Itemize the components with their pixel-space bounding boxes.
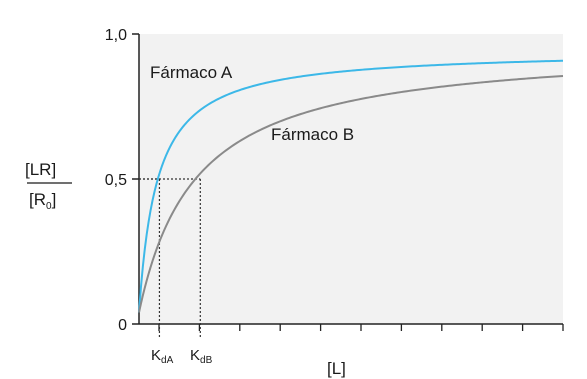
y-ticks: 0 0,5 1,0 <box>105 27 139 334</box>
series-label-b: Fármaco B <box>271 125 354 144</box>
kd-label-b-main: K <box>190 347 200 364</box>
kd-label-a-main: K <box>151 347 161 364</box>
series-label-a: Fármaco A <box>150 63 233 82</box>
kd-label-a: KdA <box>151 347 174 366</box>
y-axis-label-den-main: [R <box>29 190 46 209</box>
series-line-1 <box>138 74 564 313</box>
x-ticks <box>158 324 564 331</box>
kd-label-b-sub: dB <box>200 355 213 366</box>
series-curves <box>138 59 564 313</box>
kd-label-a-sub: dA <box>161 355 174 366</box>
x-axis-label: [L] <box>327 359 346 378</box>
y-axis-label-den-sub: 0 <box>46 201 52 212</box>
y-axis-label-denominator: [R0] <box>29 190 56 212</box>
y-axis-label-den-end: ] <box>52 190 57 209</box>
y-axis-label-numerator: [LR] <box>25 160 56 179</box>
y-tick-label-1: 0,5 <box>105 172 127 189</box>
y-tick-label-2: 1,0 <box>105 27 127 44</box>
y-axis-label: [LR] [R0] <box>25 160 72 212</box>
kd-guide-lines <box>139 178 201 338</box>
series-line-0 <box>138 59 564 313</box>
kd-label-b: KdB <box>190 347 213 366</box>
y-tick-label-0: 0 <box>118 317 127 334</box>
